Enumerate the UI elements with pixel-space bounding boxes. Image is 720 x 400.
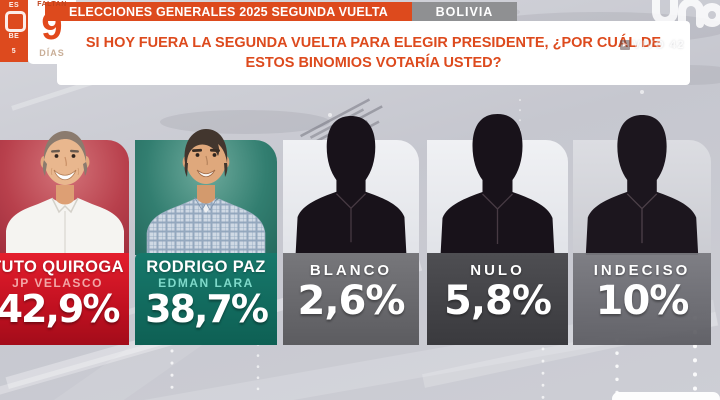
poll-percentage: 2,6% bbox=[297, 278, 406, 324]
play-icon: ▶ bbox=[620, 40, 630, 50]
poll-percentage: 5,8% bbox=[444, 278, 552, 324]
option-label: NULO bbox=[470, 262, 525, 279]
running-mate-name: JP VELASCO bbox=[12, 276, 103, 290]
result-plate-quiroga: TUTO QUIROGA JP VELASCO 42,9% bbox=[0, 253, 129, 345]
question-line-2: ESTOS BINOMIOS VOTARÍA USTED? bbox=[245, 55, 502, 71]
poll-percentage: 42,9% bbox=[0, 287, 120, 331]
candidate-card-quiroga: TUTO QUIROGA JP VELASCO 42,9% bbox=[0, 131, 129, 345]
option-card-nulo: NULO 5,8% bbox=[427, 114, 568, 345]
candidate-card-paz: RODRIGO PAZ EDMAN LARA 38,7% bbox=[135, 129, 277, 345]
live-watermark-text: VIVO 42 bbox=[633, 39, 686, 51]
option-card-indeciso: INDECISO 10% bbox=[573, 114, 711, 345]
result-plate-indeciso: INDECISO 10% bbox=[573, 253, 711, 345]
person-silhouette-icon bbox=[440, 114, 555, 256]
option-label: INDECISO bbox=[593, 262, 691, 279]
candidate-photo-quiroga bbox=[6, 131, 124, 256]
option-card-blanco: BLANCO 2,6% bbox=[283, 115, 419, 345]
result-plate-blanco: BLANCO 2,6% bbox=[283, 253, 419, 345]
question-line-1: SI HOY FUERA LA SEGUNDA VUELTA PARA ELEG… bbox=[85, 35, 662, 51]
person-silhouette-icon bbox=[585, 114, 699, 255]
banner-region: BOLIVIA bbox=[412, 2, 517, 21]
running-mate-name: EDMAN LARA bbox=[158, 276, 254, 290]
result-plate-nulo: NULO 5,8% bbox=[427, 253, 568, 345]
channel-badge-fragment: ES bbox=[8, 2, 20, 9]
candidate-name: TUTO QUIROGA bbox=[0, 258, 124, 276]
banner-title: ELECCIONES GENERALES 2025 SEGUNDA VUELTA bbox=[45, 2, 412, 21]
candidate-photo-paz bbox=[146, 129, 266, 257]
uno-channel-logo-icon bbox=[652, 0, 720, 28]
person-silhouette-icon bbox=[295, 115, 407, 254]
channel-badge-fragment: 5 bbox=[11, 48, 17, 55]
poll-percentage: 10% bbox=[595, 278, 690, 324]
countdown-prefix: FALTAN bbox=[37, 1, 67, 8]
channel-badge-fragment: BE bbox=[8, 33, 20, 40]
countdown-days-unit: DÍAS bbox=[39, 48, 65, 58]
option-label: BLANCO bbox=[309, 262, 393, 279]
candidate-name: RODRIGO PAZ bbox=[146, 258, 266, 276]
question-box: SI HOY FUERA LA SEGUNDA VUELTA PARA ELEG… bbox=[57, 21, 690, 85]
live-watermark: ▶ VIVO 42 bbox=[620, 39, 685, 51]
channel-badge-arc-icon bbox=[5, 11, 26, 32]
result-plate-paz: RODRIGO PAZ EDMAN LARA 38,7% bbox=[135, 253, 277, 345]
poll-percentage: 38,7% bbox=[145, 287, 269, 331]
channel-badge: ES BE 5 bbox=[0, 0, 28, 62]
